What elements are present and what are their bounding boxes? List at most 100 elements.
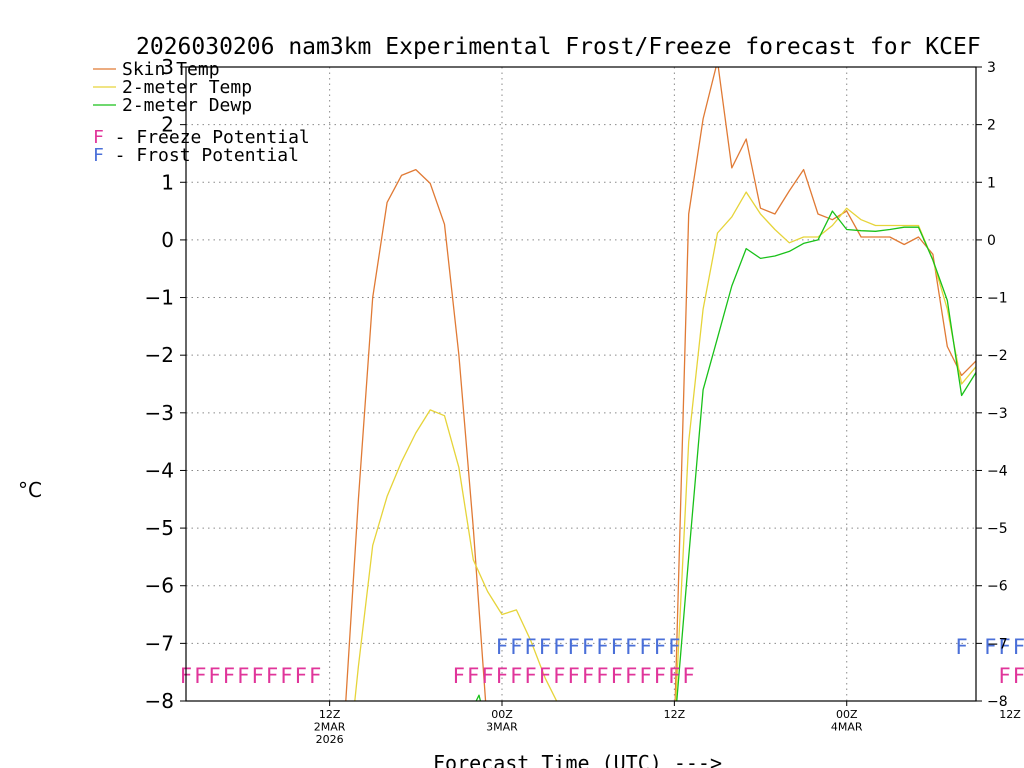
y-tick-label-left: −3: [145, 401, 174, 425]
frost-potential-text: - Frost Potential: [104, 145, 299, 166]
y-tick-label-left: −5: [145, 516, 174, 540]
freeze-potential-mark: F: [209, 664, 221, 688]
x-axis-title: Forecast Time (UTC) --->: [433, 751, 722, 768]
freeze-potential-mark: F: [640, 664, 652, 688]
y-tick-label-left: −4: [145, 458, 174, 482]
frost-potential-mark: F: [654, 635, 666, 659]
y-tick-label-left: −6: [145, 574, 174, 598]
freeze-potential-mark: F: [223, 664, 235, 688]
series-layer: [257, 67, 976, 701]
freeze-potential-mark: F: [510, 664, 522, 688]
frost-marks-layer: F F F F F F F F F F F F F F F F FF F F F F F F F F F F F F F F F F F F F F F F…: [180, 635, 1024, 688]
frost-potential-mark: F: [625, 635, 637, 659]
x-tick-label: 12Z: [999, 708, 1021, 721]
freeze-potential-mark: F: [568, 664, 580, 688]
y-tick-label-right: −1: [987, 291, 1008, 307]
freeze-potential-text: - Freeze Potential: [104, 127, 310, 148]
y-tick-label-right: 3: [987, 60, 996, 76]
y-tick-label-right: −3: [987, 406, 1008, 422]
frost-potential-mark: F: [640, 635, 652, 659]
freeze-potential-mark: F: [482, 664, 494, 688]
y-tick-label-right: −5: [987, 521, 1008, 537]
freeze-potential-mark: F: [654, 664, 666, 688]
frost-potential-mark: F: [596, 635, 608, 659]
frost-potential-mark: F: [999, 635, 1011, 659]
frost-potential-legend: F - Frost Potential: [93, 145, 299, 166]
plot-frame: [185, 66, 977, 702]
freeze-potential-mark: F: [309, 664, 321, 688]
x-tick-label: 3MAR: [486, 721, 518, 734]
frost-potential-mark: F: [539, 635, 551, 659]
x-tick-label: 00Z: [836, 708, 858, 721]
y-axis-ticks: 3 3 2 2 1 1 0 0 −1 −1 −2 −2 −3 −3 −4 −4 −5 −5 −6 −6 −7 −7 −8 −8: [145, 55, 1008, 713]
freeze-potential-letter: F: [93, 127, 104, 148]
y-tick-label-left: 3: [161, 55, 174, 79]
legend-label-2m-temp: 2-meter Temp: [122, 77, 252, 98]
legend-label-skin-temp: Skin Temp: [122, 59, 220, 80]
grid-lines: [186, 67, 976, 701]
freeze-potential-mark: F: [237, 664, 249, 688]
y-tick-label-right: −8: [987, 694, 1008, 710]
y-axis-label: °C: [18, 478, 42, 502]
freeze-potential-mark: F: [295, 664, 307, 688]
y-tick-label-left: −8: [145, 689, 174, 713]
y-tick-label-right: 0: [987, 233, 996, 249]
frost-potential-mark: F: [553, 635, 565, 659]
freeze-potential-mark: F: [525, 664, 537, 688]
series-line-2-meter-temp: [257, 191, 976, 701]
frost-potential-mark: F: [984, 635, 996, 659]
freeze-potential-mark: F: [625, 664, 637, 688]
y-tick-label-right: 1: [987, 175, 996, 191]
y-tick-label-right: 2: [987, 118, 996, 134]
y-tick-label-right: −7: [987, 636, 1008, 652]
x-tick-label: 00Z: [491, 708, 513, 721]
frost-potential-mark: F: [582, 635, 594, 659]
frost-potential-letter: F: [93, 145, 104, 166]
x-tick-label: 4MAR: [831, 721, 863, 734]
freeze-potential-mark: F: [582, 664, 594, 688]
freeze-potential-mark: F: [194, 664, 206, 688]
chart-title: 2026030206 nam3km Experimental Frost/Fre…: [136, 34, 981, 60]
y-tick-label-left: 1: [161, 170, 174, 194]
y-tick-label-left: −1: [145, 286, 174, 310]
y-tick-label-left: −2: [145, 343, 174, 367]
frost-potential-mark: F: [525, 635, 537, 659]
frost-potential-mark: F: [668, 635, 680, 659]
y-tick-label-right: −2: [987, 348, 1008, 364]
freeze-potential-mark: F: [539, 664, 551, 688]
freeze-potential-mark: F: [453, 664, 465, 688]
freeze-potential-mark: F: [683, 664, 695, 688]
x-tick-label: 2MAR: [314, 721, 346, 734]
legend-label-2m-dewp: 2-meter Dewp: [122, 95, 252, 116]
freeze-potential-mark: F: [252, 664, 264, 688]
frost-potential-mark: F: [611, 635, 623, 659]
freeze-potential-legend: F - Freeze Potential: [93, 127, 310, 148]
frost-potential-mark: F: [510, 635, 522, 659]
freeze-potential-mark: F: [611, 664, 623, 688]
freeze-potential-mark: F: [496, 664, 508, 688]
x-tick-label: 12Z: [319, 708, 341, 721]
frost-potential-mark: F: [568, 635, 580, 659]
series-line-2-meter-dewp: [475, 210, 976, 701]
x-tick-label: 12Z: [664, 708, 686, 721]
y-tick-label-left: 2: [161, 113, 174, 137]
freeze-potential-mark: F: [553, 664, 565, 688]
freeze-potential-mark: F: [596, 664, 608, 688]
freeze-potential-mark: F: [1013, 664, 1024, 688]
y-tick-label-right: −4: [987, 463, 1008, 479]
freeze-potential-mark: F: [668, 664, 680, 688]
frost-potential-mark: F: [956, 635, 968, 659]
frost-potential-mark: F: [496, 635, 508, 659]
freeze-potential-mark: F: [467, 664, 479, 688]
y-tick-label-left: −7: [145, 631, 174, 655]
freeze-potential-mark: F: [266, 664, 278, 688]
y-tick-label-right: −6: [987, 579, 1008, 595]
series-line-skin-temp: [345, 67, 976, 701]
frost-potential-mark: F: [1013, 635, 1024, 659]
y-tick-label-left: 0: [161, 228, 174, 252]
x-tick-label: 2026: [316, 733, 344, 746]
freeze-potential-mark: F: [280, 664, 292, 688]
